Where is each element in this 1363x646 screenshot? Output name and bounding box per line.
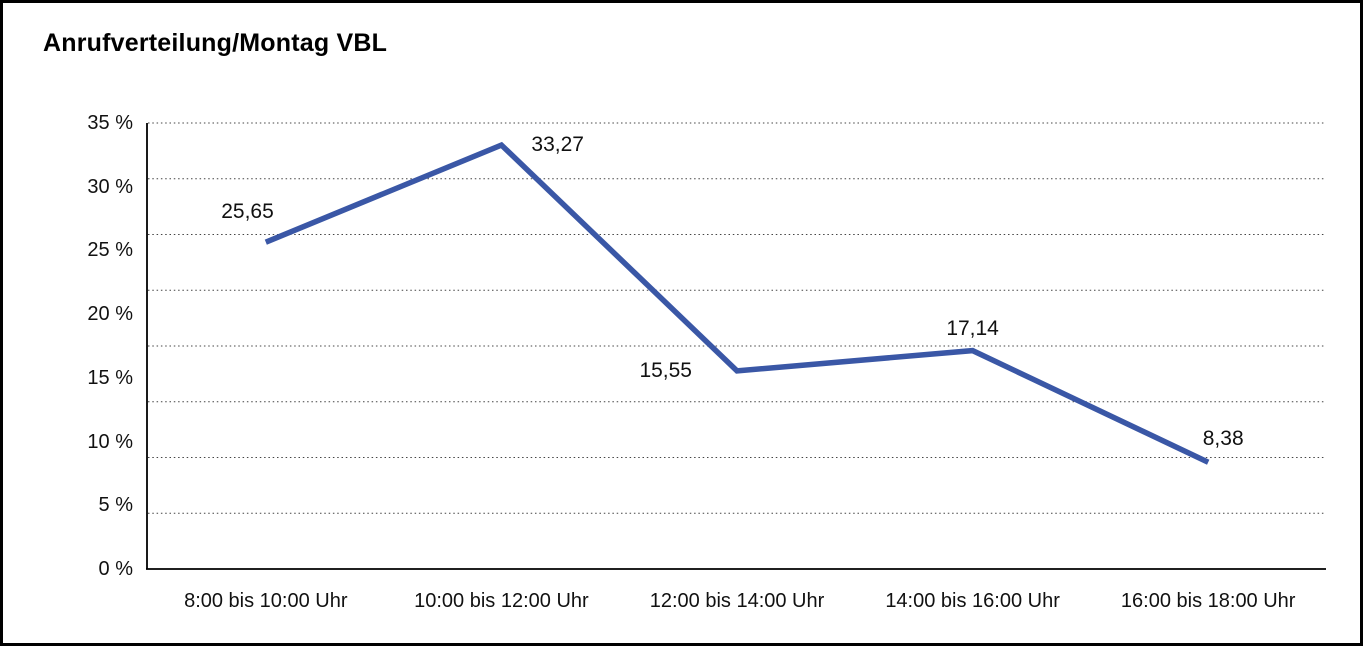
y-tick-label: 35 % <box>87 112 133 134</box>
x-tick-label: 16:00 bis 18:00 Uhr <box>1120 590 1296 612</box>
chart-title: Anrufverteilung/Montag VBL <box>43 29 388 57</box>
data-point-label: 25,65 <box>221 200 274 224</box>
x-tick-label: 12:00 bis 14:00 Uhr <box>649 590 825 612</box>
data-point-label: 33,27 <box>531 132 584 156</box>
x-tick-label: 8:00 bis 10:00 Uhr <box>184 590 348 612</box>
data-line <box>264 141 1210 465</box>
y-tick-label: 15 % <box>87 366 133 389</box>
x-tick-label: 14:00 bis 16:00 Uhr <box>885 590 1060 612</box>
y-tick-label: 25 % <box>87 239 133 262</box>
y-tick-label: 30 % <box>87 175 133 198</box>
y-tick-label: 5 % <box>98 494 133 517</box>
data-point-label: 17,14 <box>946 316 999 340</box>
y-tick-label: 10 % <box>87 430 133 453</box>
data-point-label: 8,38 <box>1202 426 1244 450</box>
data-point-label: 15,55 <box>639 358 692 382</box>
plot-area <box>146 122 1326 570</box>
y-tick-label: 0 % <box>98 558 133 580</box>
x-tick-label: 10:00 bis 12:00 Uhr <box>414 590 589 612</box>
y-tick-label: 20 % <box>87 303 133 326</box>
